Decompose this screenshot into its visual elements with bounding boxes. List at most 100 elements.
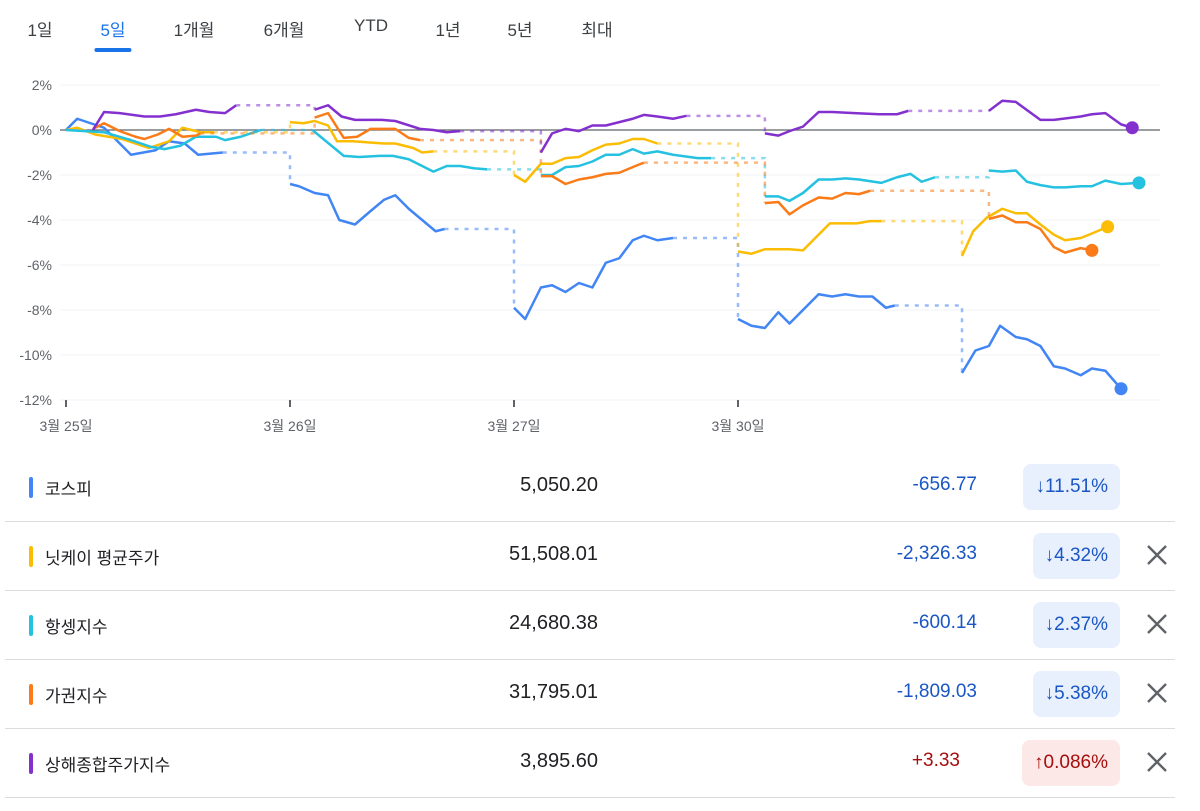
gap-connector-4	[460, 129, 543, 153]
table-row[interactable]: 닛케이 평균주가 51,508.01 -2,326.33 ↓4.32%	[5, 521, 1175, 591]
index-change: -2,326.33	[896, 543, 977, 564]
x-tick-label: 3월 25일	[39, 418, 92, 434]
index-price: 3,895.60	[520, 750, 598, 772]
series-line-0	[289, 182, 445, 233]
series-line-1	[960, 207, 1109, 257]
index-change: -1,809.03	[896, 681, 977, 702]
gap-connector-1	[657, 142, 740, 252]
y-tick-label: 0%	[32, 122, 52, 138]
series-color-marker	[29, 546, 33, 567]
series-line-4	[314, 104, 461, 134]
tab-1[interactable]: 5일	[94, 14, 132, 52]
x-tick-label: 3월 30일	[711, 418, 764, 434]
gap-connector-1	[213, 122, 292, 134]
series-line-0	[513, 234, 674, 321]
tab-2[interactable]: 1개월	[173, 21, 215, 40]
gap-connector-4	[236, 104, 316, 110]
series-line-2	[311, 129, 488, 173]
tab-7[interactable]: 최대	[581, 21, 613, 40]
series-line-4	[764, 109, 909, 137]
remove-close-icon[interactable]	[1143, 679, 1171, 707]
index-name: 코스피	[45, 480, 92, 499]
y-tick-label: -12%	[19, 392, 52, 408]
gap-connector-1	[433, 150, 516, 175]
percent-change-badge: ↓11.51%	[1023, 464, 1120, 510]
index-name: 닛케이 평균주가	[45, 549, 160, 568]
index-price: 24,680.38	[509, 612, 598, 634]
y-tick-label: -6%	[27, 257, 52, 273]
gap-connector-3	[419, 138, 543, 177]
series-line-3	[92, 122, 201, 141]
series-line-3	[314, 111, 421, 142]
gap-connector-0	[673, 236, 740, 319]
series-line-1	[289, 119, 434, 154]
series-color-marker	[29, 753, 33, 774]
percent-change-badge: ↑0.086%	[1022, 740, 1120, 786]
y-tick-label: -2%	[27, 167, 52, 183]
series-line-4	[988, 99, 1133, 129]
series-line-2	[540, 147, 712, 177]
series-line-1	[513, 137, 658, 183]
gap-connector-2	[711, 156, 767, 197]
series-end-dot-1	[1101, 220, 1115, 234]
series-line-4	[91, 104, 237, 131]
x-tick-label: 3월 27일	[487, 418, 540, 434]
gap-connector-0	[894, 304, 964, 373]
series-end-dot-3	[1085, 243, 1099, 257]
x-tick-label: 3월 26일	[263, 418, 316, 434]
series-end-dot-0	[1114, 382, 1128, 396]
remove-close-icon[interactable]	[1143, 541, 1171, 569]
series-color-marker	[29, 684, 33, 705]
series-line-3	[988, 214, 1093, 254]
series-line-1	[737, 219, 882, 255]
series-line-2	[65, 128, 262, 151]
index-change: -656.77	[912, 474, 977, 495]
table-row[interactable]: 항셍지수 24,680.38 -600.14 ↓2.37%	[5, 590, 1175, 660]
percent-change-badge: ↓2.37%	[1032, 602, 1120, 648]
gap-connector-1	[881, 219, 964, 256]
index-price: 31,795.01	[509, 681, 598, 703]
y-tick-label: -8%	[27, 302, 52, 318]
series-color-marker	[29, 615, 33, 636]
gap-connector-3	[643, 161, 767, 204]
table-row[interactable]: 상해종합주가지수 3,895.60 +3.33 ↑0.086%	[5, 728, 1175, 798]
index-price: 5,050.20	[520, 474, 598, 496]
series-end-dot-4	[1125, 121, 1139, 135]
series-color-marker	[29, 477, 33, 498]
percent-change-badge: ↓4.32%	[1032, 533, 1120, 579]
table-row[interactable]: 코스피 5,050.20 -656.77 ↓11.51%	[5, 452, 1175, 522]
y-tick-label: 2%	[32, 77, 52, 93]
index-price: 51,508.01	[509, 543, 598, 565]
series-line-3	[540, 161, 645, 186]
series-line-2	[988, 169, 1140, 189]
gap-connector-0	[222, 151, 292, 184]
index-name: 항셍지수	[45, 618, 108, 637]
remove-close-icon[interactable]	[1143, 748, 1171, 776]
index-change: -600.14	[912, 612, 977, 633]
index-change: +3.33	[911, 750, 960, 771]
tab-3[interactable]: 6개월	[263, 21, 305, 40]
remove-close-icon[interactable]	[1143, 610, 1171, 638]
y-tick-label: -10%	[19, 347, 52, 363]
series-line-4	[539, 113, 687, 154]
tab-4[interactable]: YTD	[354, 16, 388, 35]
table-row[interactable]: 가권지수 31,795.01 -1,809.03 ↓5.38%	[5, 659, 1175, 729]
gap-connector-0	[444, 227, 516, 308]
index-name: 상해종합주가지수	[45, 756, 171, 775]
y-tick-label: -4%	[27, 212, 52, 228]
series-line-0	[960, 324, 1122, 390]
tab-6[interactable]: 5년	[507, 21, 533, 40]
gap-connector-4	[686, 114, 767, 134]
tab-0[interactable]: 1일	[27, 21, 53, 40]
gap-connector-2	[935, 170, 991, 179]
series-line-0	[737, 293, 896, 330]
series-end-dot-2	[1132, 176, 1146, 190]
series-line-2	[764, 172, 936, 203]
tab-5[interactable]: 1년	[435, 21, 461, 40]
comparison-chart: 2% 0% -2% -4% -6% -8% -10% -12% 3월 25일 3월 26일 3월 2…	[19, 77, 1160, 434]
series-line-0	[65, 117, 223, 156]
gap-connector-3	[870, 189, 991, 219]
percent-change-badge: ↓5.38%	[1032, 671, 1120, 717]
series-line-3	[764, 189, 871, 216]
